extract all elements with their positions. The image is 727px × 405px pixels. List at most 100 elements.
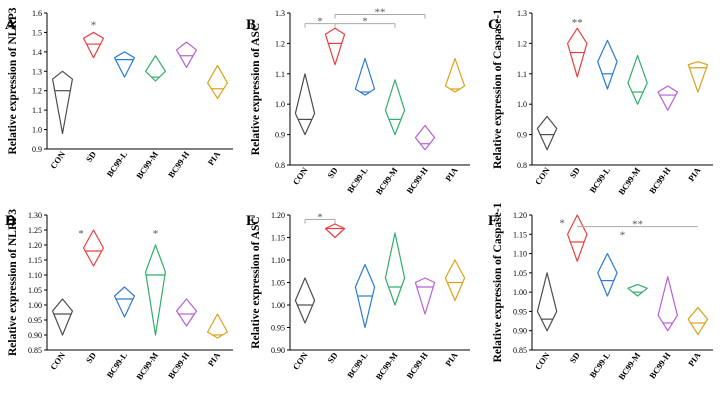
y-tick-label: 0.90: [513, 327, 527, 336]
violin-bc99-m: [384, 79, 406, 136]
y-tick-label: 1.10: [513, 250, 527, 259]
x-tick-label: SD: [567, 165, 581, 180]
significance-mark: **: [632, 219, 643, 231]
y-tick-label: 1.05: [271, 279, 285, 288]
violin-sd: [82, 31, 105, 59]
x-tick-label: BC99-H: [647, 350, 672, 380]
y-tick-label: 1.1: [275, 70, 285, 79]
x-tick-label: CON: [48, 149, 68, 171]
violin-bc99-m: [384, 232, 406, 306]
x-tick-label: CON: [291, 165, 311, 187]
violin-bc99-l: [113, 51, 136, 78]
significance-mark: *: [317, 212, 323, 224]
y-tick-label: 1.6: [32, 9, 42, 18]
significance-mark: **: [375, 7, 386, 19]
violin-pia: [206, 64, 229, 100]
y-tick-label: 1.0: [32, 126, 42, 135]
significance-mark: *: [559, 218, 565, 230]
y-axis-label: Relative expression of NLRP3: [7, 7, 19, 154]
x-tick-label: SD: [325, 350, 339, 365]
violin-bc99-l: [597, 252, 618, 297]
y-axis-label: Relative expression of ASC: [250, 23, 262, 155]
x-tick-label: BC99-M: [616, 350, 642, 381]
y-tick-label: 1.0: [275, 100, 285, 109]
y-tick-label: 1.4: [32, 48, 42, 57]
y-tick-label: 1.1: [517, 70, 527, 79]
y-tick-label: 1.00: [513, 288, 527, 297]
y-axis-label: Relative expression of Caspase-1: [492, 9, 504, 169]
violin-pia: [444, 259, 466, 302]
y-tick-label: 1.10: [271, 256, 285, 265]
x-tick-label: BC99-H: [166, 149, 191, 179]
y-tick-label: 0.9: [275, 131, 285, 140]
significance-mark: *: [362, 16, 368, 28]
violin-bc99-m: [627, 283, 648, 297]
y-tick-label: 1.1: [32, 106, 42, 115]
y-tick-label: 1.30: [28, 211, 42, 220]
y-tick-label: 0.95: [513, 307, 527, 316]
violin-bc99-l: [597, 39, 618, 90]
x-tick-label: BC99-L: [345, 350, 370, 380]
y-axis-label: Relative expression of NLRP3: [7, 209, 19, 356]
y-axis-label: Relative expression of Caspase-1: [492, 202, 504, 362]
x-tick-label: SD: [567, 350, 581, 365]
x-tick-label: CON: [291, 350, 311, 372]
x-tick-label: BC99-M: [374, 165, 400, 196]
violin-pia: [444, 58, 466, 93]
significance-mark: *: [620, 229, 626, 241]
panel-letter: B: [246, 17, 256, 33]
x-tick-label: BC99-H: [404, 350, 429, 380]
violin-pia: [687, 306, 709, 336]
significance-mark: *: [78, 228, 84, 240]
panel-letter: C: [488, 17, 499, 33]
y-tick-label: 0.85: [28, 346, 42, 355]
x-tick-label: BC99-M: [616, 165, 642, 196]
y-tick-label: 1.0: [517, 100, 527, 109]
significance-mark: *: [317, 16, 323, 28]
y-tick-label: 0.95: [28, 316, 42, 325]
violin-sd: [324, 27, 346, 66]
y-tick-label: 0.85: [513, 346, 527, 355]
violin-bc99-l: [113, 286, 136, 318]
violin-sd: [566, 27, 588, 78]
panel-letter: D: [5, 213, 16, 229]
y-tick-label: 0.8: [517, 161, 527, 170]
x-tick-label: SD: [84, 350, 98, 365]
y-tick-label: 1.15: [513, 230, 527, 239]
x-tick-label: CON: [48, 350, 68, 372]
x-tick-label: PIA: [206, 350, 223, 368]
violin-con: [51, 70, 74, 135]
x-tick-label: BC99-L: [104, 350, 129, 380]
violin-pia: [206, 313, 229, 339]
y-tick-label: 1.20: [513, 211, 527, 220]
y-tick-label: 0.8: [275, 161, 285, 170]
x-tick-label: PIA: [206, 149, 223, 167]
significance-mark: *: [153, 228, 159, 240]
significance-mark: **: [572, 17, 583, 29]
x-tick-label: SD: [325, 165, 339, 180]
x-tick-label: BC99-L: [587, 350, 612, 380]
x-tick-label: BC99-H: [404, 165, 429, 195]
panel-letter: A: [5, 17, 16, 33]
significance-mark: *: [91, 20, 97, 32]
violin-bc99-h: [657, 85, 679, 111]
x-tick-label: BC99-L: [104, 149, 129, 179]
violin-bc99-h: [657, 276, 679, 332]
violin-bc99-m: [144, 244, 167, 336]
x-tick-label: BC99-L: [345, 165, 370, 195]
y-tick-label: 1.2: [275, 39, 285, 48]
violin-bc99-l: [354, 58, 376, 96]
x-tick-label: BC99-H: [647, 165, 672, 195]
violin-con: [536, 272, 558, 332]
panel-letter: E: [246, 213, 256, 229]
violin-sd: [82, 229, 105, 267]
x-tick-label: PIA: [443, 165, 460, 183]
y-tick-label: 1.10: [28, 271, 42, 280]
y-tick-label: 1.05: [28, 286, 42, 295]
y-tick-label: 1.5: [32, 28, 42, 37]
